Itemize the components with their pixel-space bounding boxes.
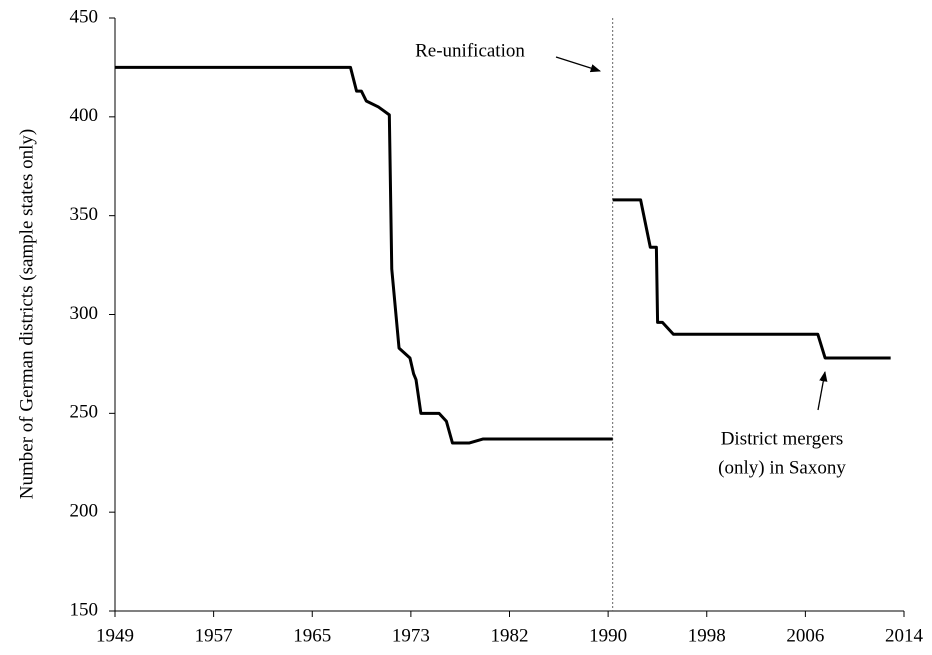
- x-tick-label: 1965: [293, 625, 331, 646]
- x-tick-label: 1957: [195, 625, 233, 646]
- x-tick-label: 2014: [885, 625, 924, 646]
- y-tick-label: 350: [70, 204, 99, 225]
- y-axis-label: Number of German districts (sample state…: [16, 129, 37, 499]
- y-tick-label: 200: [70, 501, 99, 522]
- annotation: Re-unification: [415, 40, 525, 61]
- x-tick-label: 1990: [589, 625, 627, 646]
- y-tick-label: 450: [70, 6, 99, 27]
- y-tick-label: 150: [70, 599, 99, 620]
- x-tick-label: 1998: [688, 625, 726, 646]
- x-tick-label: 1973: [392, 625, 430, 646]
- y-tick-label: 300: [70, 303, 99, 324]
- annotation-arrow: [817, 370, 828, 411]
- x-tick-label: 1982: [491, 625, 529, 646]
- x-tick-label: 1949: [96, 625, 134, 646]
- annotation-arrow: [555, 56, 601, 73]
- annotation: (only) in Saxony: [718, 457, 846, 478]
- x-tick-label: 2006: [786, 625, 824, 646]
- y-tick-label: 400: [70, 105, 99, 126]
- data-line: [115, 65, 891, 445]
- y-tick-label: 250: [70, 402, 99, 423]
- annotation: District mergers: [721, 428, 844, 449]
